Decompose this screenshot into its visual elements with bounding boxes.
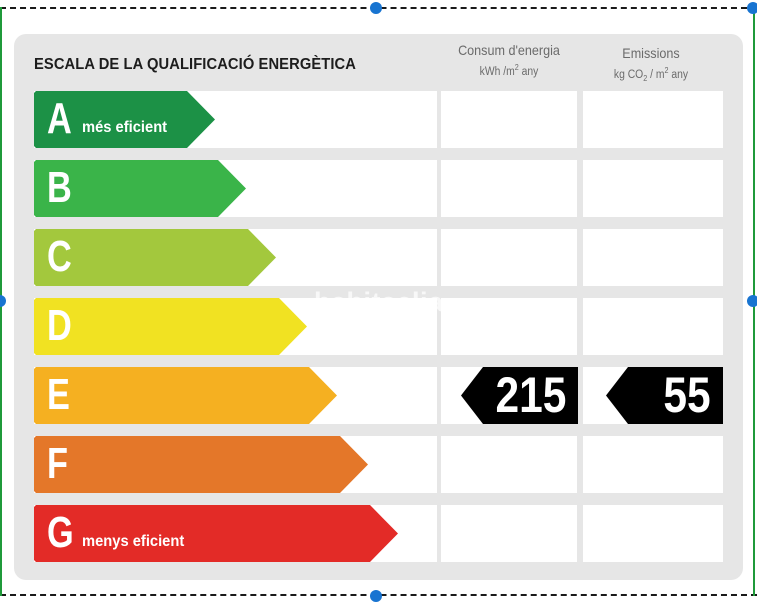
rating-letter-c: C xyxy=(47,232,72,281)
chart-title: ESCALA DE LA QUALIFICACIÓ ENERGÈTICA xyxy=(34,56,356,73)
rating-letter-f: F xyxy=(47,439,68,488)
rating-arrow-shape-e xyxy=(34,367,337,424)
energy-cell-a xyxy=(441,91,577,148)
rating-note-g: menys eficient xyxy=(82,533,185,550)
emissions-cell-f xyxy=(583,436,723,493)
emissions-value-badge: 55 xyxy=(606,367,723,424)
energy-cell-f xyxy=(441,436,577,493)
rating-arrow-f: F xyxy=(34,436,368,493)
energy-column-header: Consum d'energia kWh /m2 any xyxy=(448,42,570,78)
energy-cell-g xyxy=(441,505,577,562)
emissions-column-title: Emissions xyxy=(622,45,680,61)
emissions-column-unit: kg CO2 / m2 any xyxy=(613,66,689,84)
emissions-value-badge-shape xyxy=(606,367,723,424)
emissions-cell-a xyxy=(583,91,723,148)
rating-arrow-shape-b xyxy=(34,160,246,217)
emissions-cell-d xyxy=(583,298,723,355)
handle-bottom[interactable] xyxy=(370,590,382,602)
handle-top[interactable] xyxy=(370,2,382,14)
rating-letter-g: G xyxy=(47,508,74,557)
emissions-cell-c xyxy=(583,229,723,286)
rating-arrow-shape-g xyxy=(34,505,398,562)
energy-value-badge-shape xyxy=(461,367,578,424)
rating-arrow-shape-d xyxy=(34,298,307,355)
handle-right[interactable] xyxy=(747,295,757,307)
rating-arrow-shape-a xyxy=(34,91,215,148)
rating-letter-a: A xyxy=(47,94,72,143)
rating-letter-b: B xyxy=(47,163,72,212)
rating-arrow-e: E xyxy=(34,367,337,424)
handle-top-right[interactable] xyxy=(747,2,757,14)
energy-column-title: Consum d'energia xyxy=(458,42,560,58)
rating-letter-d: D xyxy=(47,301,72,350)
watermark: habitaclia xyxy=(314,287,444,317)
energy-value-badge: 215 xyxy=(461,367,578,424)
emissions-column-header: Emissions kg CO2 / m2 any xyxy=(590,45,712,83)
energy-column-unit: kWh /m2 any xyxy=(479,63,539,78)
emissions-cell-g xyxy=(583,505,723,562)
rating-arrow-c: C xyxy=(34,229,276,286)
rating-arrow-b: B xyxy=(34,160,246,217)
emissions-cell-b xyxy=(583,160,723,217)
rating-note-a: més eficient xyxy=(82,119,168,136)
rating-letter-e: E xyxy=(47,370,70,419)
emissions-value-badge-text: 55 xyxy=(663,367,711,423)
energy-value-badge-text: 215 xyxy=(495,367,566,423)
energy-cell-b xyxy=(441,160,577,217)
energy-cell-d xyxy=(441,298,577,355)
rating-arrow-d: D xyxy=(34,298,307,355)
energy-cell-c xyxy=(441,229,577,286)
rating-arrow-shape-f xyxy=(34,436,368,493)
rating-arrow-shape-c xyxy=(34,229,276,286)
handle-left[interactable] xyxy=(0,295,6,307)
